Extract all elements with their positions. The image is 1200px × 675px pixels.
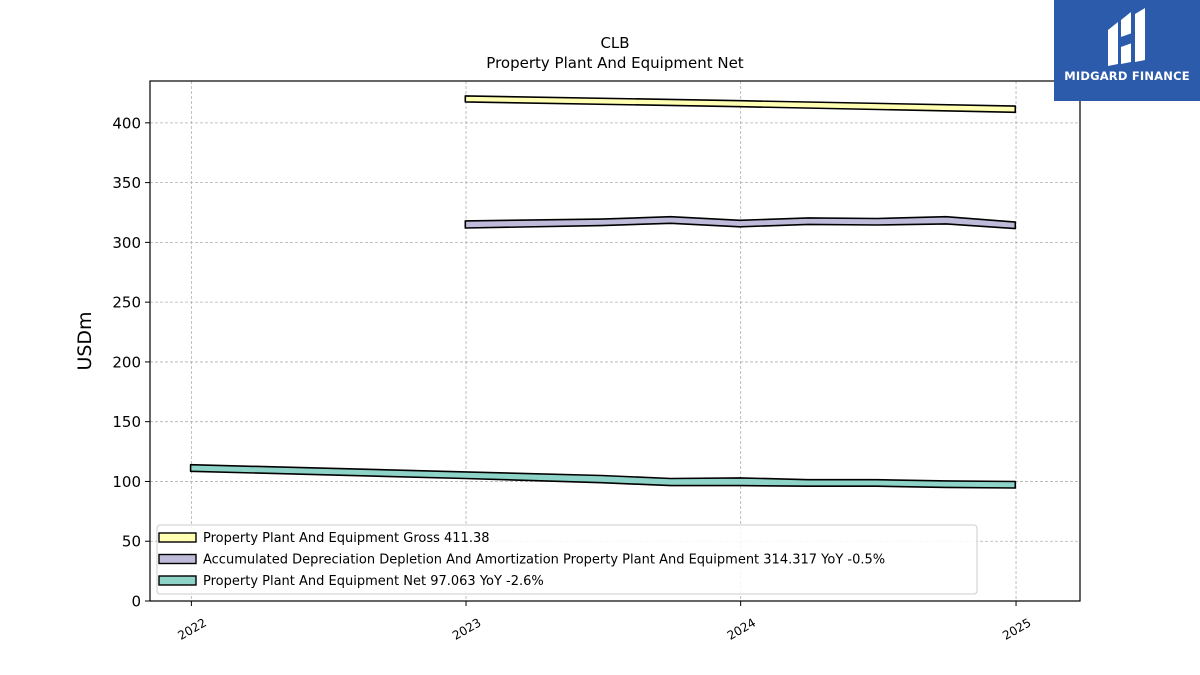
series-band-3 bbox=[189, 463, 1017, 489]
plot-frame bbox=[149, 80, 1081, 602]
y-axis: 0 50 100 150 200 250 300 350 400 bbox=[112, 114, 150, 611]
y-tick-label: 350 bbox=[112, 174, 141, 192]
legend-swatch bbox=[158, 553, 197, 565]
legend-label: Property Plant And Equipment Gross 411.3… bbox=[203, 531, 490, 546]
series-layer bbox=[189, 95, 1017, 489]
legend-label: Accumulated Depreciation Depletion And A… bbox=[203, 553, 885, 568]
chart-title: CLB bbox=[600, 34, 629, 52]
legend: Property Plant And Equipment Gross 411.3… bbox=[156, 524, 978, 595]
legend-swatch bbox=[158, 532, 197, 543]
y-axis-label: USDm bbox=[74, 311, 96, 370]
series-band-1 bbox=[464, 95, 1017, 114]
legend-box bbox=[156, 524, 978, 595]
brand-logo: MIDGARD FINANCE bbox=[1054, 0, 1200, 101]
midgard-logo-icon bbox=[1108, 8, 1145, 66]
y-tick-label: 0 bbox=[131, 593, 141, 611]
y-tick-label: 50 bbox=[122, 533, 141, 551]
series-band-2 bbox=[464, 215, 1017, 230]
y-tick-label: 300 bbox=[112, 234, 141, 252]
y-tick-label: 150 bbox=[112, 413, 141, 431]
y-tick-label: 250 bbox=[112, 294, 141, 312]
y-tick-label: 100 bbox=[112, 473, 141, 491]
legend-swatch bbox=[158, 575, 197, 586]
legend-label: Property Plant And Equipment Net 97.063 … bbox=[203, 574, 544, 589]
y-tick-label: 200 bbox=[112, 353, 141, 371]
chart-subtitle: Property Plant And Equipment Net bbox=[486, 54, 743, 72]
y-tick-label: 400 bbox=[112, 114, 141, 132]
brand-name: MIDGARD FINANCE bbox=[1064, 69, 1190, 83]
